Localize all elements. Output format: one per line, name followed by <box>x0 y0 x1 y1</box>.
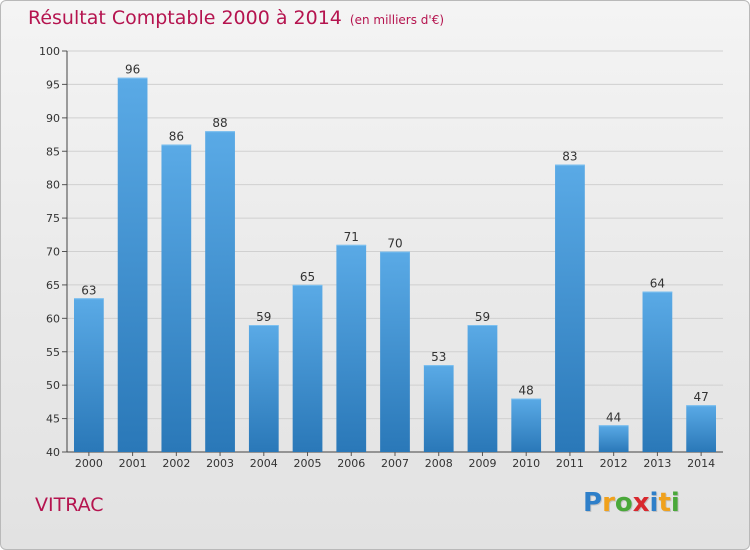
y-tick-label: 50 <box>46 379 60 392</box>
bar <box>598 425 629 452</box>
proxiti-logo: Proxiti <box>583 488 680 518</box>
y-tick-label: 95 <box>46 78 60 91</box>
bar <box>161 144 192 453</box>
bar-value-label: 86 <box>169 130 184 144</box>
logo-letter: t <box>658 488 671 518</box>
y-tick-label: 100 <box>39 45 60 58</box>
x-tick-label: 2002 <box>162 457 190 470</box>
logo-letter: P <box>583 488 603 518</box>
bar-value-label: 59 <box>256 310 271 324</box>
bar-value-label: 44 <box>606 410 621 424</box>
y-tick-label: 60 <box>46 312 60 325</box>
x-tick-label: 2009 <box>468 457 496 470</box>
bar <box>686 405 717 452</box>
y-tick-label: 45 <box>46 413 60 426</box>
x-tick-label: 2007 <box>381 457 409 470</box>
bar-value-label: 47 <box>693 390 708 404</box>
bar <box>292 284 323 452</box>
x-tick-label: 2013 <box>643 457 671 470</box>
logo-letter: x <box>632 488 650 518</box>
bar <box>248 325 279 452</box>
bar <box>205 131 235 452</box>
commune-name: VITRAC <box>35 494 104 516</box>
logo-letter: i <box>670 488 680 518</box>
y-tick-label: 40 <box>46 446 60 459</box>
chart-title-main: Résultat Comptable 2000 à 2014 <box>28 7 342 29</box>
bar <box>380 251 410 452</box>
x-tick-label: 2000 <box>75 457 103 470</box>
x-tick-label: 2012 <box>600 457 628 470</box>
x-tick-label: 2003 <box>206 457 234 470</box>
bar-value-label: 88 <box>212 116 227 130</box>
chart-title-unit: (en milliers d'€) <box>349 13 445 27</box>
chart-title: Résultat Comptable 2000 à 2014 (en millie… <box>28 7 444 35</box>
y-tick-label: 90 <box>46 112 60 125</box>
x-tick-label: 2010 <box>512 457 540 470</box>
x-tick-label: 2004 <box>250 457 278 470</box>
y-tick-label: 70 <box>46 246 60 259</box>
bar-value-label: 83 <box>562 150 577 164</box>
bar-value-label: 64 <box>650 277 665 291</box>
bar <box>423 365 454 452</box>
bar <box>642 291 673 452</box>
bar-value-label: 63 <box>81 283 96 297</box>
bar-value-label: 96 <box>125 63 140 77</box>
y-tick-label: 65 <box>46 279 60 292</box>
x-tick-label: 2014 <box>687 457 715 470</box>
bar <box>73 298 104 452</box>
bar-value-label: 59 <box>475 310 490 324</box>
y-tick-label: 55 <box>46 346 60 359</box>
y-tick-label: 80 <box>46 179 60 192</box>
bar <box>511 398 542 452</box>
bar-value-label: 53 <box>431 350 446 364</box>
logo-letter: i <box>649 488 659 518</box>
x-tick-label: 2008 <box>425 457 453 470</box>
x-tick-label: 2011 <box>556 457 584 470</box>
logo-letter: o <box>614 488 633 518</box>
bar-value-label: 48 <box>519 384 534 398</box>
y-tick-label: 85 <box>46 145 60 158</box>
bar <box>467 325 498 452</box>
bar <box>336 244 367 452</box>
bar <box>117 77 148 452</box>
bar <box>555 164 585 452</box>
x-tick-label: 2001 <box>119 457 147 470</box>
bar-value-label: 65 <box>300 270 315 284</box>
y-tick-label: 75 <box>46 212 60 225</box>
logo-letter: r <box>602 488 615 518</box>
bar-value-label: 70 <box>387 237 402 251</box>
bar-value-label: 71 <box>344 230 359 244</box>
x-tick-label: 2006 <box>337 457 365 470</box>
x-tick-label: 2005 <box>294 457 322 470</box>
